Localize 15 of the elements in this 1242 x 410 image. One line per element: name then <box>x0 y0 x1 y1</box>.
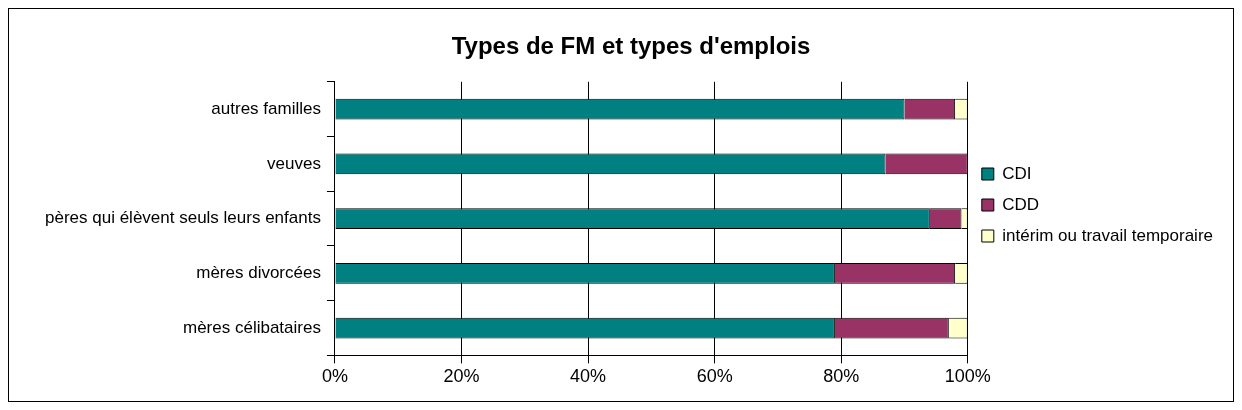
legend-label: intérim ou travail temporaire <box>1002 225 1214 245</box>
x-tick-label: 20% <box>443 366 480 387</box>
legend-label: CDD <box>1002 194 1040 214</box>
x-tick-label: 0% <box>321 366 348 387</box>
y-tick-label: autres familles <box>211 98 321 118</box>
y-tick-label: mères célibataires <box>182 317 321 337</box>
x-tick-label: 40% <box>570 366 607 387</box>
x-tick-label: 100% <box>944 366 991 387</box>
y-tick-label: mères divorcées <box>196 263 321 283</box>
legend-label: CDI <box>1002 163 1032 183</box>
y-tick-label: veuves <box>267 153 321 173</box>
chart-title: Types de FM et types d'emplois <box>451 32 811 60</box>
y-tick-label: pères qui élèvent seuls leurs enfants <box>44 208 321 228</box>
x-tick-label: 60% <box>696 366 733 387</box>
x-tick-label: 80% <box>823 366 860 387</box>
